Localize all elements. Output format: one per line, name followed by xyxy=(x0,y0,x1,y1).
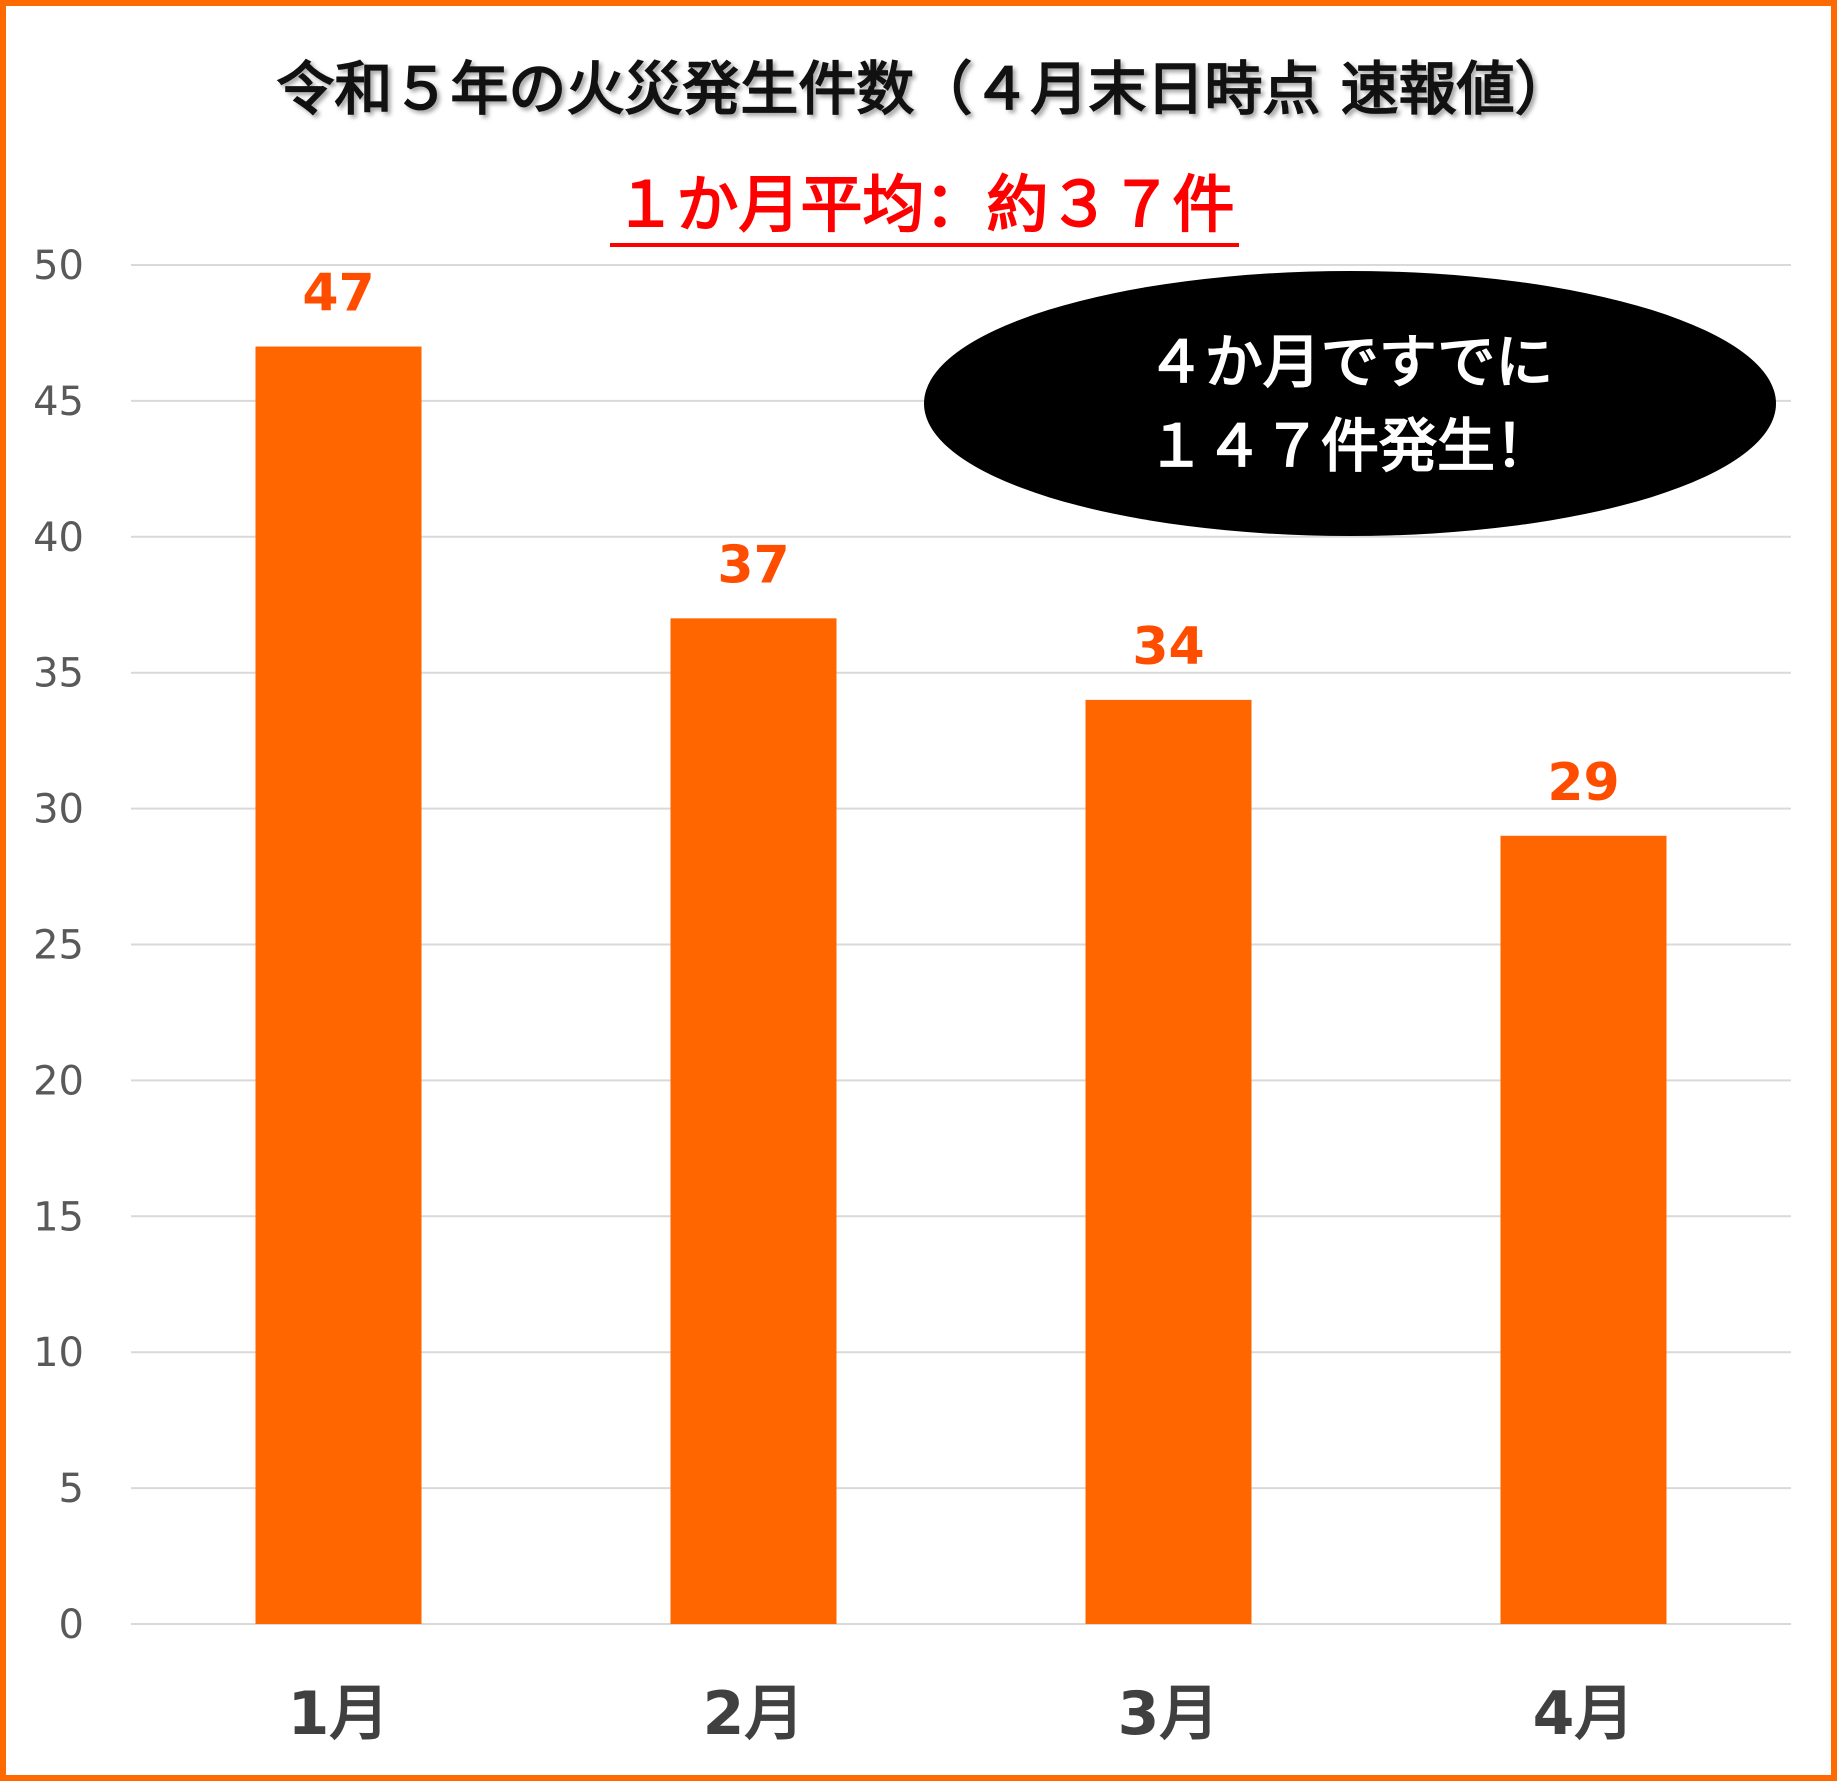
chart-subtitle: １か月平均：約３７件 xyxy=(6,154,1837,247)
callout-line-2: １４７件発生！ xyxy=(1146,411,1553,480)
y-tick-label: 20 xyxy=(33,1058,84,1104)
data-label: 47 xyxy=(302,264,374,324)
bar xyxy=(670,618,837,1624)
x-category-label: 2月 xyxy=(703,1679,805,1749)
y-tick-label: 40 xyxy=(33,515,84,561)
bar-chart: 0 5 10 15 20 25 30 35 40 45 50 47 1月 37 2月 34 3月 29 4月 xyxy=(33,243,1791,1749)
y-tick-label: 15 xyxy=(33,1194,84,1240)
data-label: 34 xyxy=(1132,617,1204,677)
y-tick-label: 25 xyxy=(33,923,84,969)
chart-title: 令和５年の火災発生件数（４月末日時点 速報値） xyxy=(276,55,1573,123)
callout-line-1: ４か月ですでに xyxy=(1146,327,1554,396)
data-label: 37 xyxy=(717,535,789,595)
x-category-label: 4月 xyxy=(1533,1679,1635,1749)
y-tick-label: 30 xyxy=(33,787,84,833)
subtitle-text: １か月平均：約３７件 xyxy=(610,168,1239,247)
x-category-label: 1月 xyxy=(288,1679,390,1749)
data-label: 29 xyxy=(1547,753,1619,813)
y-tick-label: 10 xyxy=(33,1330,84,1376)
y-tick-label: 5 xyxy=(59,1466,84,1512)
bar xyxy=(1500,835,1667,1624)
y-tick-label: 35 xyxy=(33,651,84,697)
y-tick-label: 50 xyxy=(33,243,84,289)
bar xyxy=(1085,699,1252,1624)
y-tick-label: 0 xyxy=(59,1602,84,1648)
bar xyxy=(255,346,422,1624)
callout-ellipse: ４か月ですでに １４７件発生！ xyxy=(924,271,1776,536)
x-category-label: 3月 xyxy=(1118,1679,1220,1749)
y-tick-label: 45 xyxy=(33,379,84,425)
